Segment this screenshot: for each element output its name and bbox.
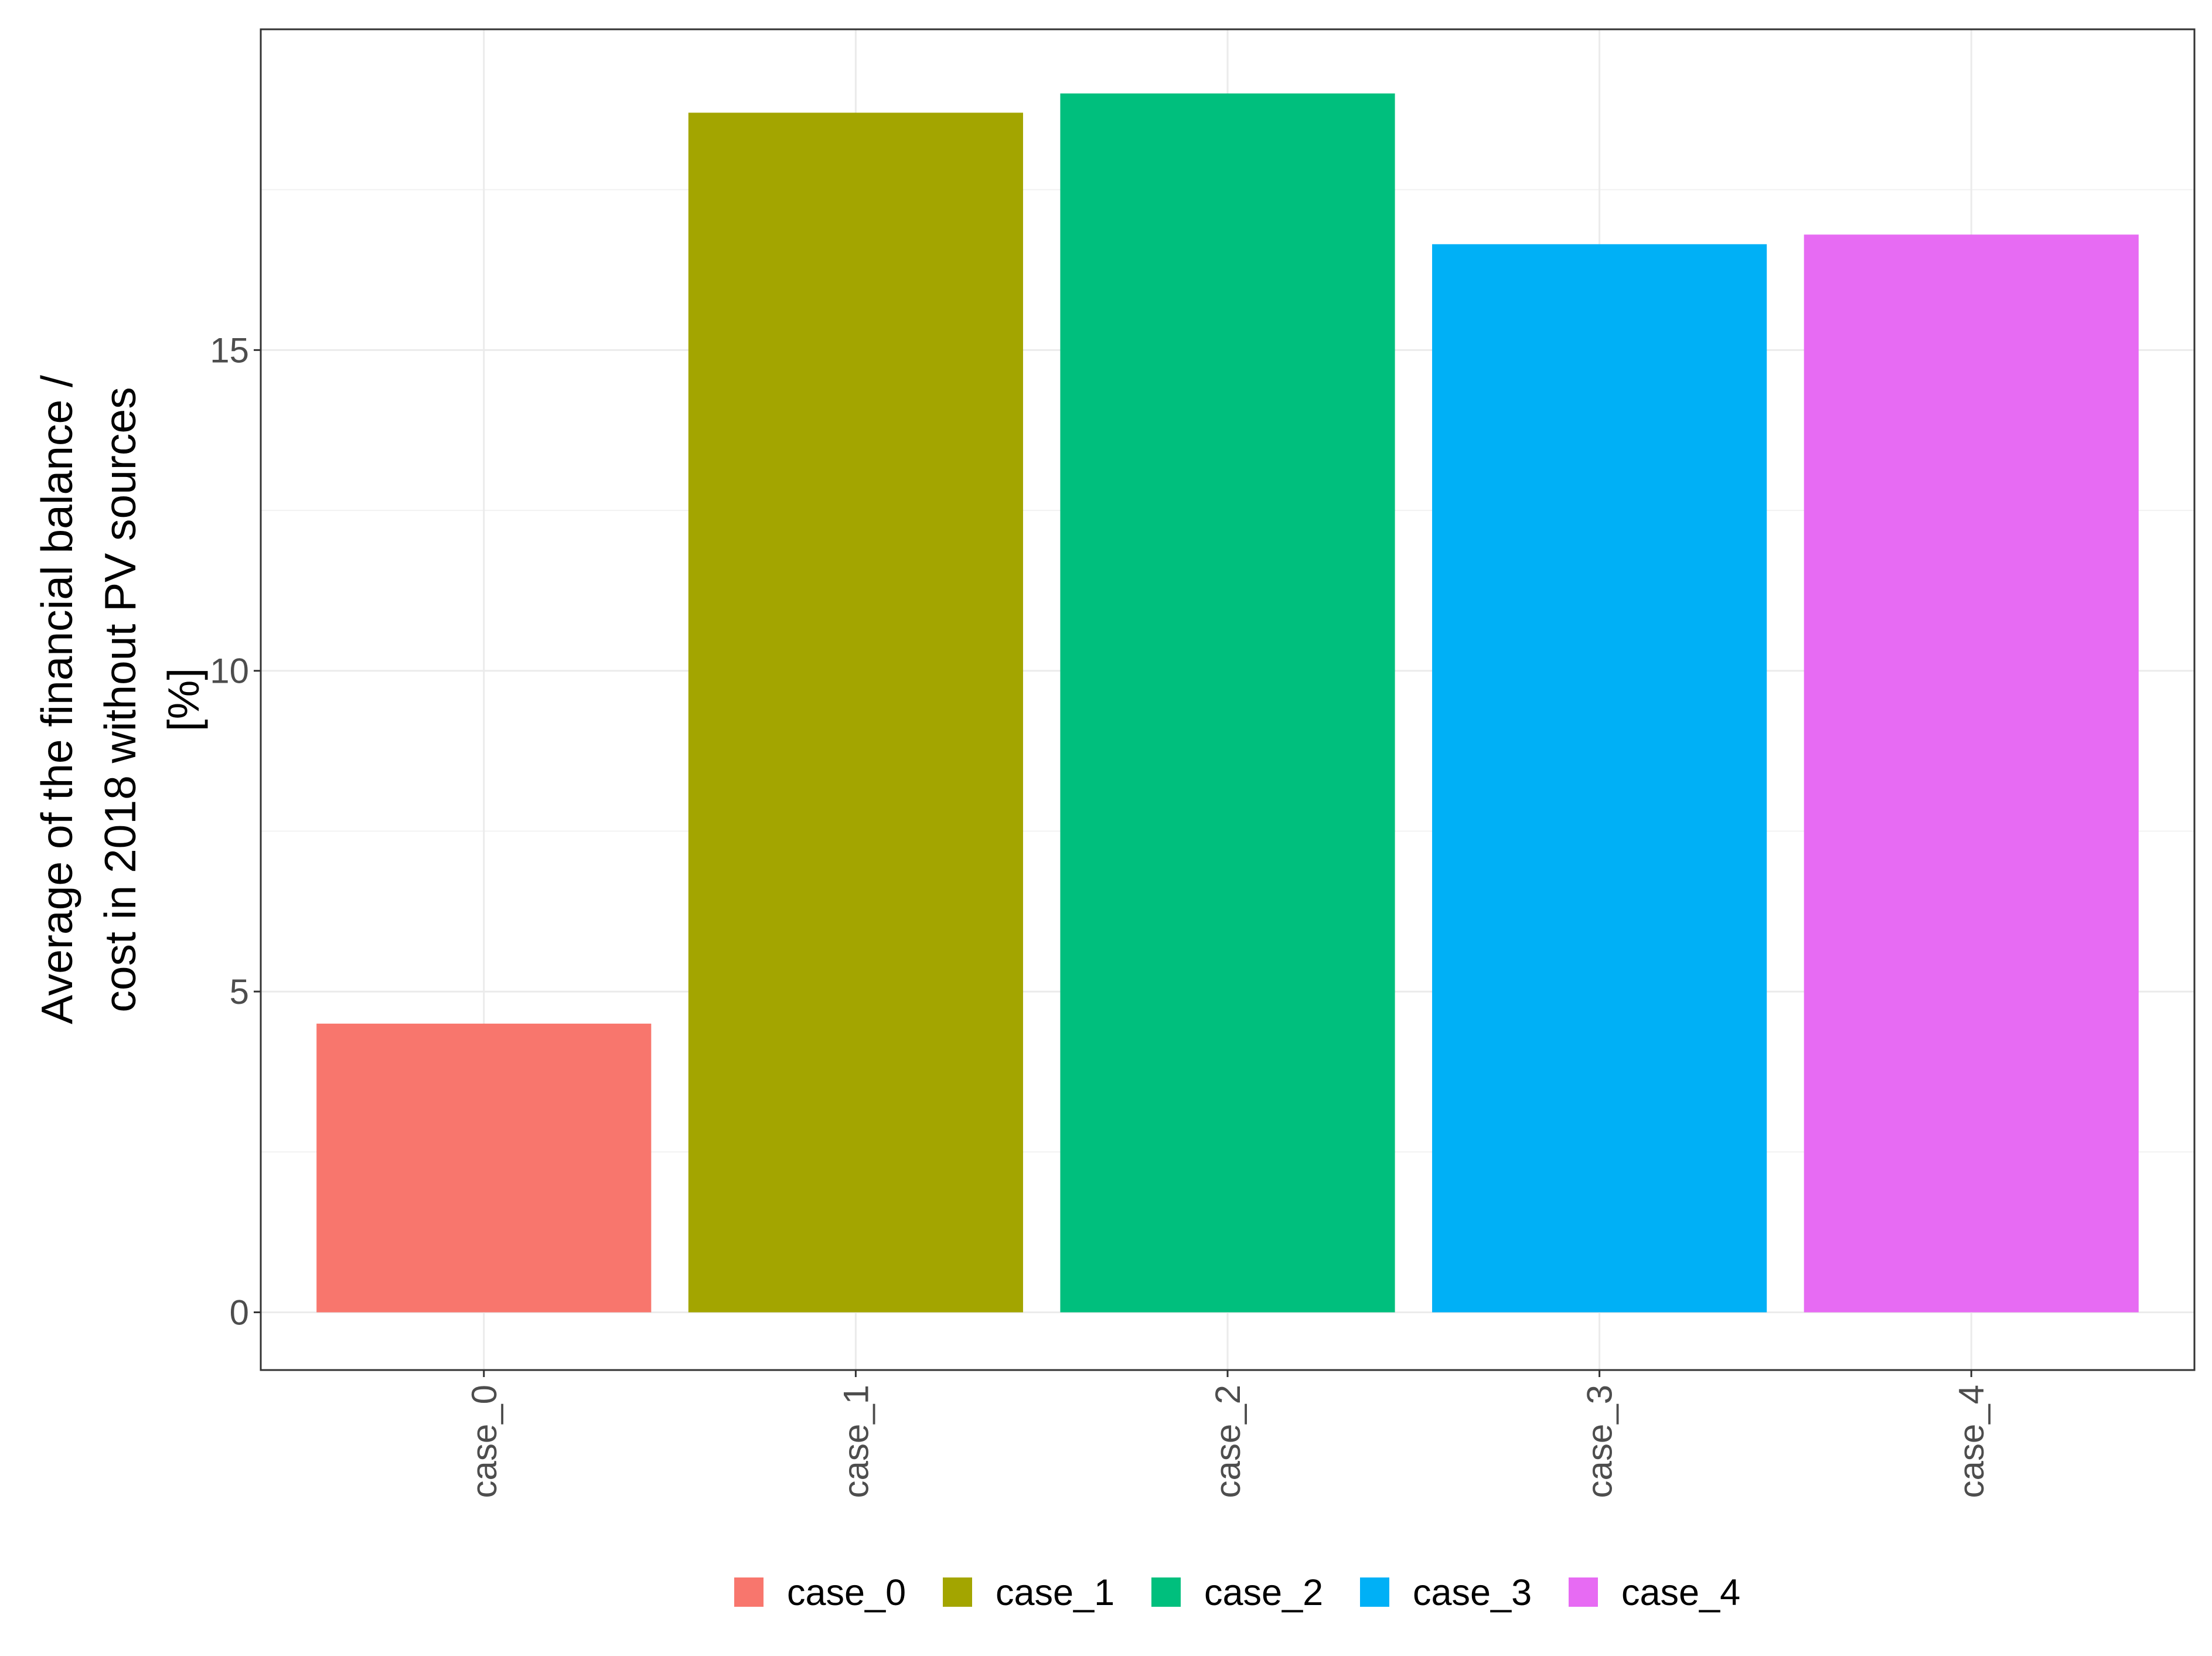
bar-case-4 — [1804, 234, 2139, 1313]
legend-label: case_2 — [1204, 1572, 1323, 1613]
legend-key-case-1 — [943, 1577, 972, 1607]
bar-case-0 — [316, 1023, 652, 1313]
x-tick-label: case_1 — [836, 1385, 875, 1498]
y-axis-title-line: [%] — [159, 668, 208, 731]
legend-key-case-4 — [1569, 1577, 1598, 1607]
x-tick-label: case_0 — [465, 1385, 504, 1498]
legend-key-case-2 — [1151, 1577, 1181, 1607]
legend-key-case-3 — [1360, 1577, 1389, 1607]
y-tick-label: 15 — [210, 330, 249, 370]
bar-case-3 — [1432, 244, 1767, 1313]
x-axis: case_0 case_1 case_2 case_3 case_4 — [465, 1370, 1991, 1498]
y-axis-title-line: cost in 2018 without PV sources — [96, 387, 145, 1012]
legend-key-case-0 — [734, 1577, 764, 1607]
x-tick-label: case_4 — [1952, 1385, 1991, 1498]
y-tick-label: 0 — [230, 1293, 249, 1332]
y-tick-label: 10 — [210, 652, 249, 691]
legend: case_0 case_1 case_2 case_3 case_4 — [734, 1572, 1740, 1613]
bars — [316, 93, 2139, 1313]
legend-label: case_1 — [996, 1572, 1114, 1613]
x-tick-label: case_2 — [1208, 1385, 1248, 1498]
legend-label: case_3 — [1413, 1572, 1532, 1613]
legend-label: case_4 — [1621, 1572, 1740, 1613]
legend-label: case_0 — [787, 1572, 906, 1613]
bar-case-1 — [688, 113, 1023, 1313]
y-axis-title-line: Average of the financial balance / — [32, 375, 81, 1024]
bar-case-2 — [1060, 93, 1395, 1313]
y-axis: 0 5 10 15 — [210, 330, 261, 1332]
y-tick-label: 5 — [230, 972, 249, 1011]
y-axis-title: Average of the financial balance / cost i… — [32, 375, 208, 1024]
x-tick-label: case_3 — [1580, 1385, 1620, 1498]
